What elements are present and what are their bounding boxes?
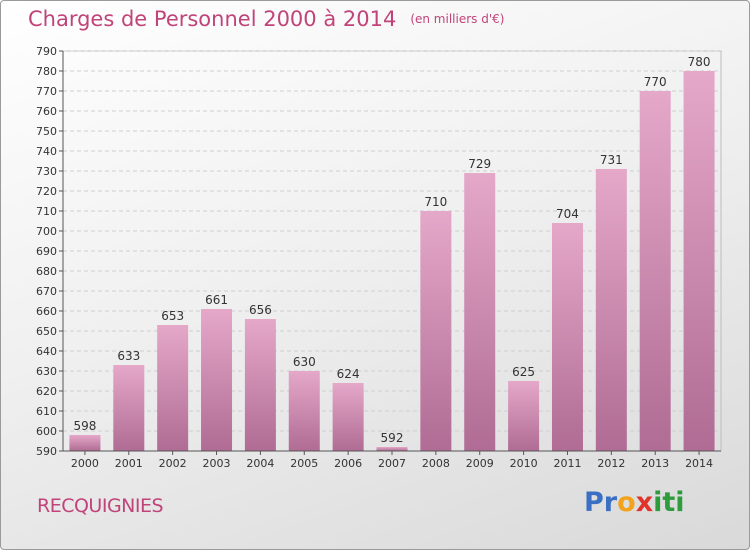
bar-value-label: 592	[381, 431, 404, 445]
value-labels: 598 633 653 661 656 630 624 592 710 729 625 704 731 7…	[73, 55, 710, 445]
bar	[683, 71, 715, 451]
logo-letter: i	[653, 487, 663, 518]
x-tick-label: 2010	[510, 457, 538, 470]
y-tick-label: 680	[36, 265, 57, 278]
bar-value-label: 731	[600, 153, 623, 167]
bar	[376, 447, 408, 451]
logo-letter: r	[603, 487, 618, 518]
bar	[332, 383, 364, 451]
x-tick-label: 2004	[246, 457, 274, 470]
bar-value-label: 770	[644, 75, 667, 89]
y-tick-label: 720	[36, 185, 57, 198]
bar	[69, 435, 101, 451]
x-tick-label: 2007	[378, 457, 406, 470]
x-tick-label: 2000	[71, 457, 99, 470]
bar-value-label: 661	[205, 293, 228, 307]
x-tick-label: 2012	[597, 457, 625, 470]
y-tick-label: 650	[36, 325, 57, 338]
bar	[639, 91, 671, 451]
bar-value-label: 729	[468, 157, 491, 171]
y-tick-label: 750	[36, 125, 57, 138]
x-tick-label: 2008	[422, 457, 450, 470]
logo-letter: o	[617, 487, 636, 518]
y-tick-label: 630	[36, 365, 57, 378]
bar	[113, 365, 145, 451]
y-tick-label: 640	[36, 345, 57, 358]
bars	[69, 71, 715, 451]
chart-title: Charges de Personnel 2000 à 2014 (en mill…	[28, 7, 504, 31]
y-tick-label: 790	[36, 45, 57, 58]
y-tick-label: 700	[36, 225, 57, 238]
bar	[244, 319, 276, 451]
bar-value-label: 704	[556, 207, 579, 221]
x-axis: 2000 2001 2002 2003 2004 2005 2006 2007 2008 2009…	[63, 450, 721, 470]
y-tick-label: 620	[36, 385, 57, 398]
bar	[508, 381, 540, 451]
y-tick-label: 670	[36, 285, 57, 298]
bar	[595, 169, 627, 451]
x-tick-label: 2006	[334, 457, 362, 470]
bar	[420, 211, 452, 451]
logo-letter: x	[635, 487, 654, 518]
bar-value-label: 710	[424, 195, 447, 209]
bar	[464, 173, 496, 451]
y-tick-label: 600	[36, 425, 57, 438]
y-tick-label: 690	[36, 245, 57, 258]
y-tick-label: 610	[36, 405, 57, 418]
x-tick-label: 2002	[159, 457, 187, 470]
y-tick-label: 660	[36, 305, 57, 318]
x-tick-label: 2003	[203, 457, 231, 470]
bar-value-label: 780	[688, 55, 711, 69]
title-text: Charges de Personnel 2000 à 2014	[28, 7, 397, 31]
x-tick-label: 2001	[115, 457, 143, 470]
y-tick-label: 770	[36, 85, 57, 98]
bar-value-label: 653	[161, 309, 184, 323]
y-tick-label: 760	[36, 105, 57, 118]
bar-value-label: 633	[117, 349, 140, 363]
bar-value-label: 624	[337, 367, 360, 381]
bar	[551, 223, 583, 451]
bar-value-label: 598	[73, 419, 96, 433]
y-tick-label: 590	[36, 445, 57, 458]
bar	[201, 309, 233, 451]
y-tick-label: 780	[36, 65, 57, 78]
x-tick-label: 2005	[290, 457, 318, 470]
logo-letter: i	[675, 487, 685, 518]
bar-value-label: 625	[512, 365, 535, 379]
bar-value-label: 656	[249, 303, 272, 317]
logo-letter: P	[584, 487, 604, 518]
bar	[157, 325, 189, 451]
y-axis: 590 600 610 620 630 640 650 660 670 680 690 700 710 7…	[36, 45, 64, 458]
x-tick-label: 2013	[641, 457, 669, 470]
chart-subtitle: (en milliers d'€)	[410, 12, 505, 26]
bar	[288, 371, 320, 451]
y-tick-label: 710	[36, 205, 57, 218]
x-tick-label: 2009	[466, 457, 494, 470]
y-tick-label: 740	[36, 145, 57, 158]
x-tick-label: 2014	[685, 457, 713, 470]
x-tick-label: 2011	[553, 457, 581, 470]
logo-letter: t	[662, 487, 676, 518]
y-tick-label: 730	[36, 165, 57, 178]
commune-name: RECQUIGNIES	[37, 495, 164, 517]
bar-value-label: 630	[293, 355, 316, 369]
proxiti-logo: Proxiti	[584, 487, 685, 518]
